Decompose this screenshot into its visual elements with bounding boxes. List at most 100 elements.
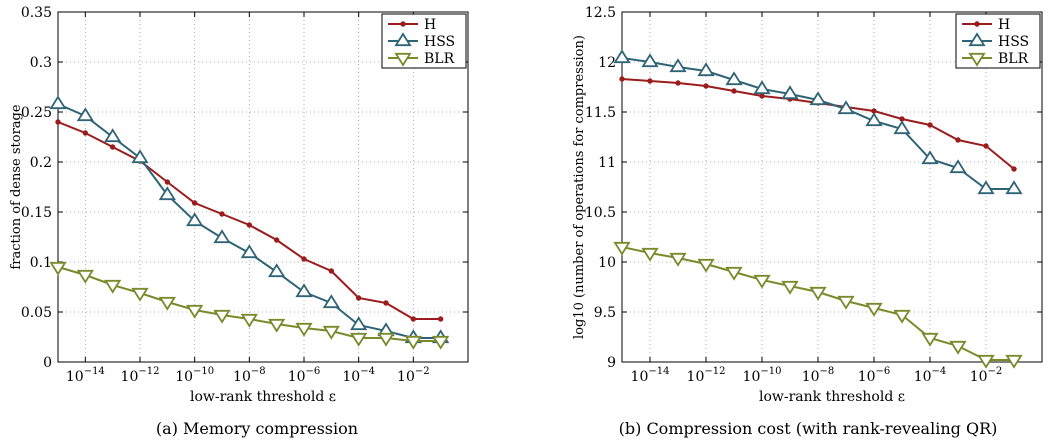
data-point [295, 283, 313, 298]
y-tick-label: 0.35 [21, 5, 52, 21]
data-point [977, 354, 995, 369]
data-point [753, 274, 771, 289]
data-point [49, 261, 67, 276]
data-point [273, 237, 280, 243]
x-tick-label: 10−14 [631, 366, 670, 385]
data-point [974, 21, 980, 27]
legend-entry-h: H [388, 17, 436, 33]
y-tick-label: 9 [607, 355, 616, 371]
data-point [186, 212, 204, 227]
y-axis-label: log10 (number of operations for compress… [572, 35, 587, 339]
data-point [647, 78, 653, 84]
data-point [268, 263, 286, 278]
data-point [669, 58, 687, 73]
data-point [753, 80, 771, 95]
y-tick-label: 0.3 [30, 55, 52, 71]
data-point [809, 286, 827, 301]
data-point [725, 71, 743, 86]
data-point [104, 128, 122, 143]
data-point [49, 95, 67, 110]
data-point [893, 309, 911, 324]
data-point [158, 296, 176, 311]
data-point [219, 211, 225, 217]
chart-caption: (b) Compression cost (with rank-revealin… [619, 419, 998, 438]
legend-label: BLR [424, 51, 455, 67]
y-tick-label: 11 [598, 155, 616, 171]
data-point [394, 52, 412, 67]
data-point [968, 32, 986, 47]
data-point [731, 88, 737, 94]
data-point [613, 49, 631, 64]
data-point [213, 309, 231, 324]
data-point [394, 32, 412, 47]
data-point [158, 186, 176, 201]
data-point [350, 332, 368, 347]
series-hss [613, 49, 1023, 195]
data-point [619, 76, 625, 82]
data-point [322, 325, 340, 340]
data-point [432, 335, 450, 350]
data-point [669, 252, 687, 267]
y-tick-label: 0.05 [21, 305, 52, 321]
legend-entry-hss: HSS [388, 32, 455, 50]
y-axis-label: fraction of dense storage [9, 104, 24, 269]
data-point [809, 91, 827, 106]
data-point [968, 52, 986, 67]
y-tick-label: 0 [43, 355, 52, 371]
data-point [301, 256, 307, 262]
series-blr [613, 241, 1023, 369]
data-point [400, 21, 406, 27]
x-axis-label: low-rank threshold ε [759, 389, 905, 405]
data-point [921, 332, 939, 347]
data-point [703, 83, 709, 89]
data-point [759, 93, 765, 99]
y-tick-label: 0.2 [30, 155, 52, 171]
data-point [865, 302, 883, 317]
y-tick-label: 0.15 [21, 205, 52, 221]
data-point [109, 144, 116, 150]
chart-panel-b: 10−14 10−12 10−10 10−8 10−6 10−4 10−2 9 9.5 10 10.… [572, 5, 1043, 438]
data-point [955, 137, 961, 143]
x-tick-label: 10−4 [342, 366, 375, 385]
data-point [837, 295, 855, 310]
data-point [131, 287, 149, 302]
data-point [781, 85, 799, 100]
data-point [82, 130, 89, 136]
data-point [322, 294, 340, 309]
x-tick-label: 10−2 [397, 366, 430, 385]
legend-label: H [998, 17, 1010, 33]
data-point [240, 313, 258, 328]
data-point [213, 229, 231, 244]
data-point [1005, 180, 1023, 195]
legend-entry-blr: BLR [962, 51, 1029, 67]
data-point [191, 200, 198, 206]
data-point [355, 295, 362, 301]
data-point [328, 268, 335, 274]
data-point [131, 149, 149, 164]
chart-panel-a: 10−14 10−12 10−10 10−8 10−6 10−4 10−2 0 0.05 0.1 0… [9, 5, 469, 438]
data-point [246, 222, 253, 228]
data-point [404, 335, 422, 350]
data-point [641, 53, 659, 68]
x-tick-label: 10−12 [121, 366, 160, 385]
x-tick-label: 10−2 [970, 366, 1003, 385]
y-tick-label: 0.1 [30, 255, 52, 271]
data-point [921, 150, 939, 165]
data-point [949, 159, 967, 174]
data-point [613, 241, 631, 256]
x-tick-label: 10−10 [175, 366, 214, 385]
x-tick-label: 10−8 [802, 366, 835, 385]
data-point [977, 180, 995, 195]
data-point [697, 258, 715, 273]
data-point [865, 112, 883, 127]
data-point [186, 304, 204, 319]
y-tick-label: 11.5 [585, 105, 616, 121]
data-point [268, 318, 286, 333]
data-point [76, 269, 94, 284]
data-point [697, 62, 715, 77]
data-point [383, 300, 389, 306]
data-point [240, 244, 258, 259]
